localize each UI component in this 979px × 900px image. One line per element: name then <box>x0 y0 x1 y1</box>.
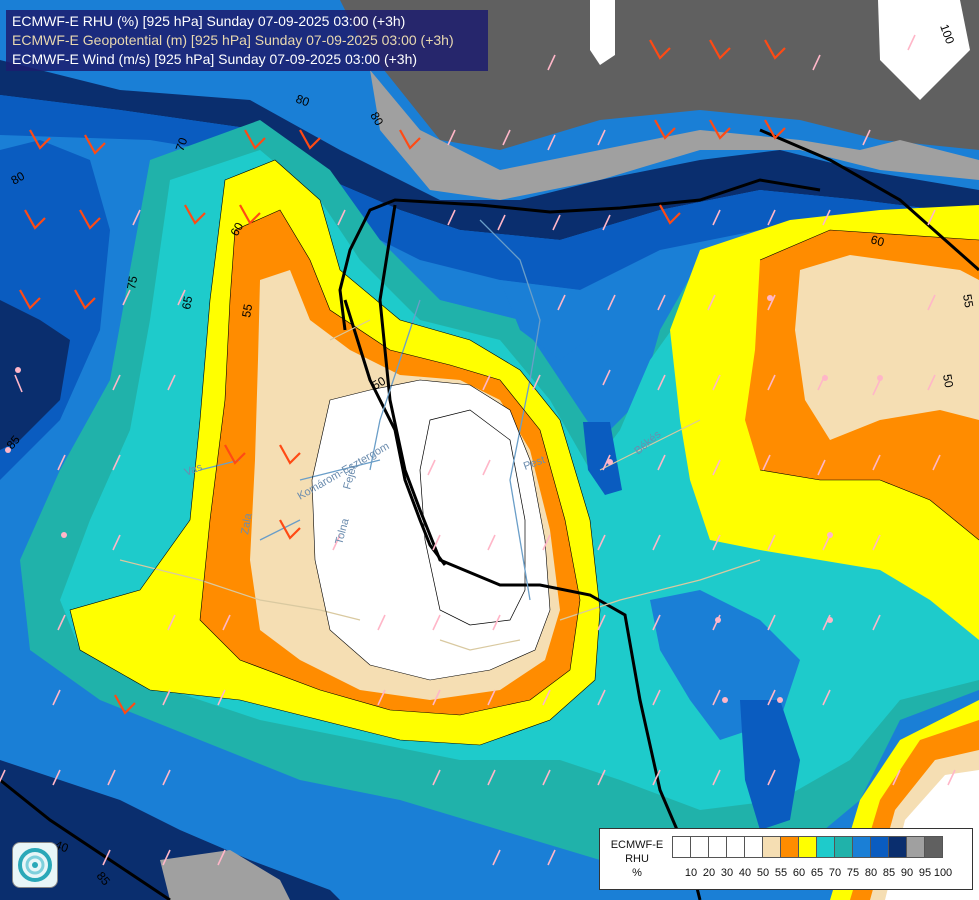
rhu-95-band <box>160 850 290 900</box>
legend-swatch <box>762 836 781 858</box>
rhu-95-band <box>370 70 979 200</box>
legend-tick: 10 <box>684 867 698 879</box>
rhu-low-patch <box>878 0 970 100</box>
legend-tick: 95 <box>918 867 932 879</box>
rhu-title: ECMWF-E RHU (%) [925 hPa] Sunday 07-09-2… <box>12 13 406 29</box>
legend-tick: 60 <box>792 867 806 879</box>
contour-label: 55 <box>239 303 255 319</box>
legend-swatches <box>672 836 943 858</box>
legend-tick: 20 <box>702 867 716 879</box>
legend-swatch <box>672 836 691 858</box>
rhu-80-field <box>500 280 600 360</box>
contour-label: 65 <box>179 295 195 311</box>
legend-swatch <box>798 836 817 858</box>
legend-tick: 50 <box>756 867 770 879</box>
wind-barbs-weak <box>0 34 956 866</box>
rhu-55-band <box>795 255 979 440</box>
place-label: Vas <box>183 461 205 479</box>
legend-tick: 30 <box>720 867 734 879</box>
legend-ticks: 10 20 30 40 50 55 60 65 70 75 80 85 90 95 100 <box>672 867 972 881</box>
contour-label: 55 <box>960 293 976 309</box>
legend-tick: 55 <box>774 867 788 879</box>
rhu-85-band <box>583 422 622 495</box>
swirl-icon <box>18 848 52 882</box>
legend-swatch <box>780 836 799 858</box>
country-border <box>343 299 447 566</box>
contour-label: 80 <box>367 110 386 129</box>
legend-swatch <box>834 836 853 858</box>
geopotential-title: ECMWF-E Geopotential (m) [925 hPa] Sunda… <box>12 32 454 48</box>
legend-tick: 90 <box>900 867 914 879</box>
contour-label: 80 <box>9 169 28 188</box>
country-border <box>0 778 171 900</box>
rhu-90-band <box>0 60 979 240</box>
legend-tick: 40 <box>738 867 752 879</box>
calm-wind-markers <box>5 295 883 703</box>
contour-label: 60 <box>869 232 886 249</box>
admin-boundary <box>119 319 761 651</box>
rhu-legend: ECMWF-E RHU% 10 20 30 40 50 55 60 65 70 75 80 85 90 95… <box>599 828 973 890</box>
contour-line <box>199 209 581 716</box>
wind-barbs-strong <box>19 39 786 715</box>
contour-line <box>759 229 979 541</box>
contour-label: 70 <box>173 135 191 153</box>
contour-label: 60 <box>227 220 246 239</box>
legend-swatch <box>744 836 763 858</box>
map-title-box: ECMWF-E RHU (%) [925 hPa] Sunday 07-09-2… <box>6 10 488 71</box>
legend-swatch <box>906 836 925 858</box>
legend-tick: 70 <box>828 867 842 879</box>
legend-tick: 80 <box>864 867 878 879</box>
legend-swatch <box>816 836 835 858</box>
contour-label: 80 <box>294 92 312 110</box>
rhu-low-patch <box>590 0 615 65</box>
legend-swatch <box>708 836 727 858</box>
contour-label: 100 <box>937 22 957 46</box>
legend-tick: 65 <box>810 867 824 879</box>
legend-tick: 100 <box>933 867 953 879</box>
legend-swatch <box>870 836 889 858</box>
contour-line <box>69 159 601 746</box>
rhu-50-core <box>312 380 550 680</box>
legend-swatch <box>924 836 943 858</box>
contour-label: 50 <box>940 373 956 389</box>
legend-title: ECMWF-E RHU% <box>610 839 664 879</box>
app-logo <box>12 842 58 888</box>
rhu-85-band <box>740 700 800 830</box>
rhu-100-region <box>340 0 979 150</box>
legend-swatch <box>690 836 709 858</box>
country-border <box>759 128 979 272</box>
country-border <box>338 178 821 900</box>
legend-tick: 75 <box>846 867 860 879</box>
place-label: Zala <box>239 511 255 535</box>
contour-label: 75 <box>124 275 140 291</box>
river <box>369 219 541 601</box>
contour-line <box>311 379 551 681</box>
legend-swatch <box>852 836 871 858</box>
legend-tick: 85 <box>882 867 896 879</box>
contour-label: 50 <box>370 374 389 393</box>
legend-swatch <box>888 836 907 858</box>
rhu-90-band <box>0 300 70 450</box>
legend-swatch <box>726 836 745 858</box>
wind-title: ECMWF-E Wind (m/s) [925 hPa] Sunday 07-0… <box>12 51 418 67</box>
